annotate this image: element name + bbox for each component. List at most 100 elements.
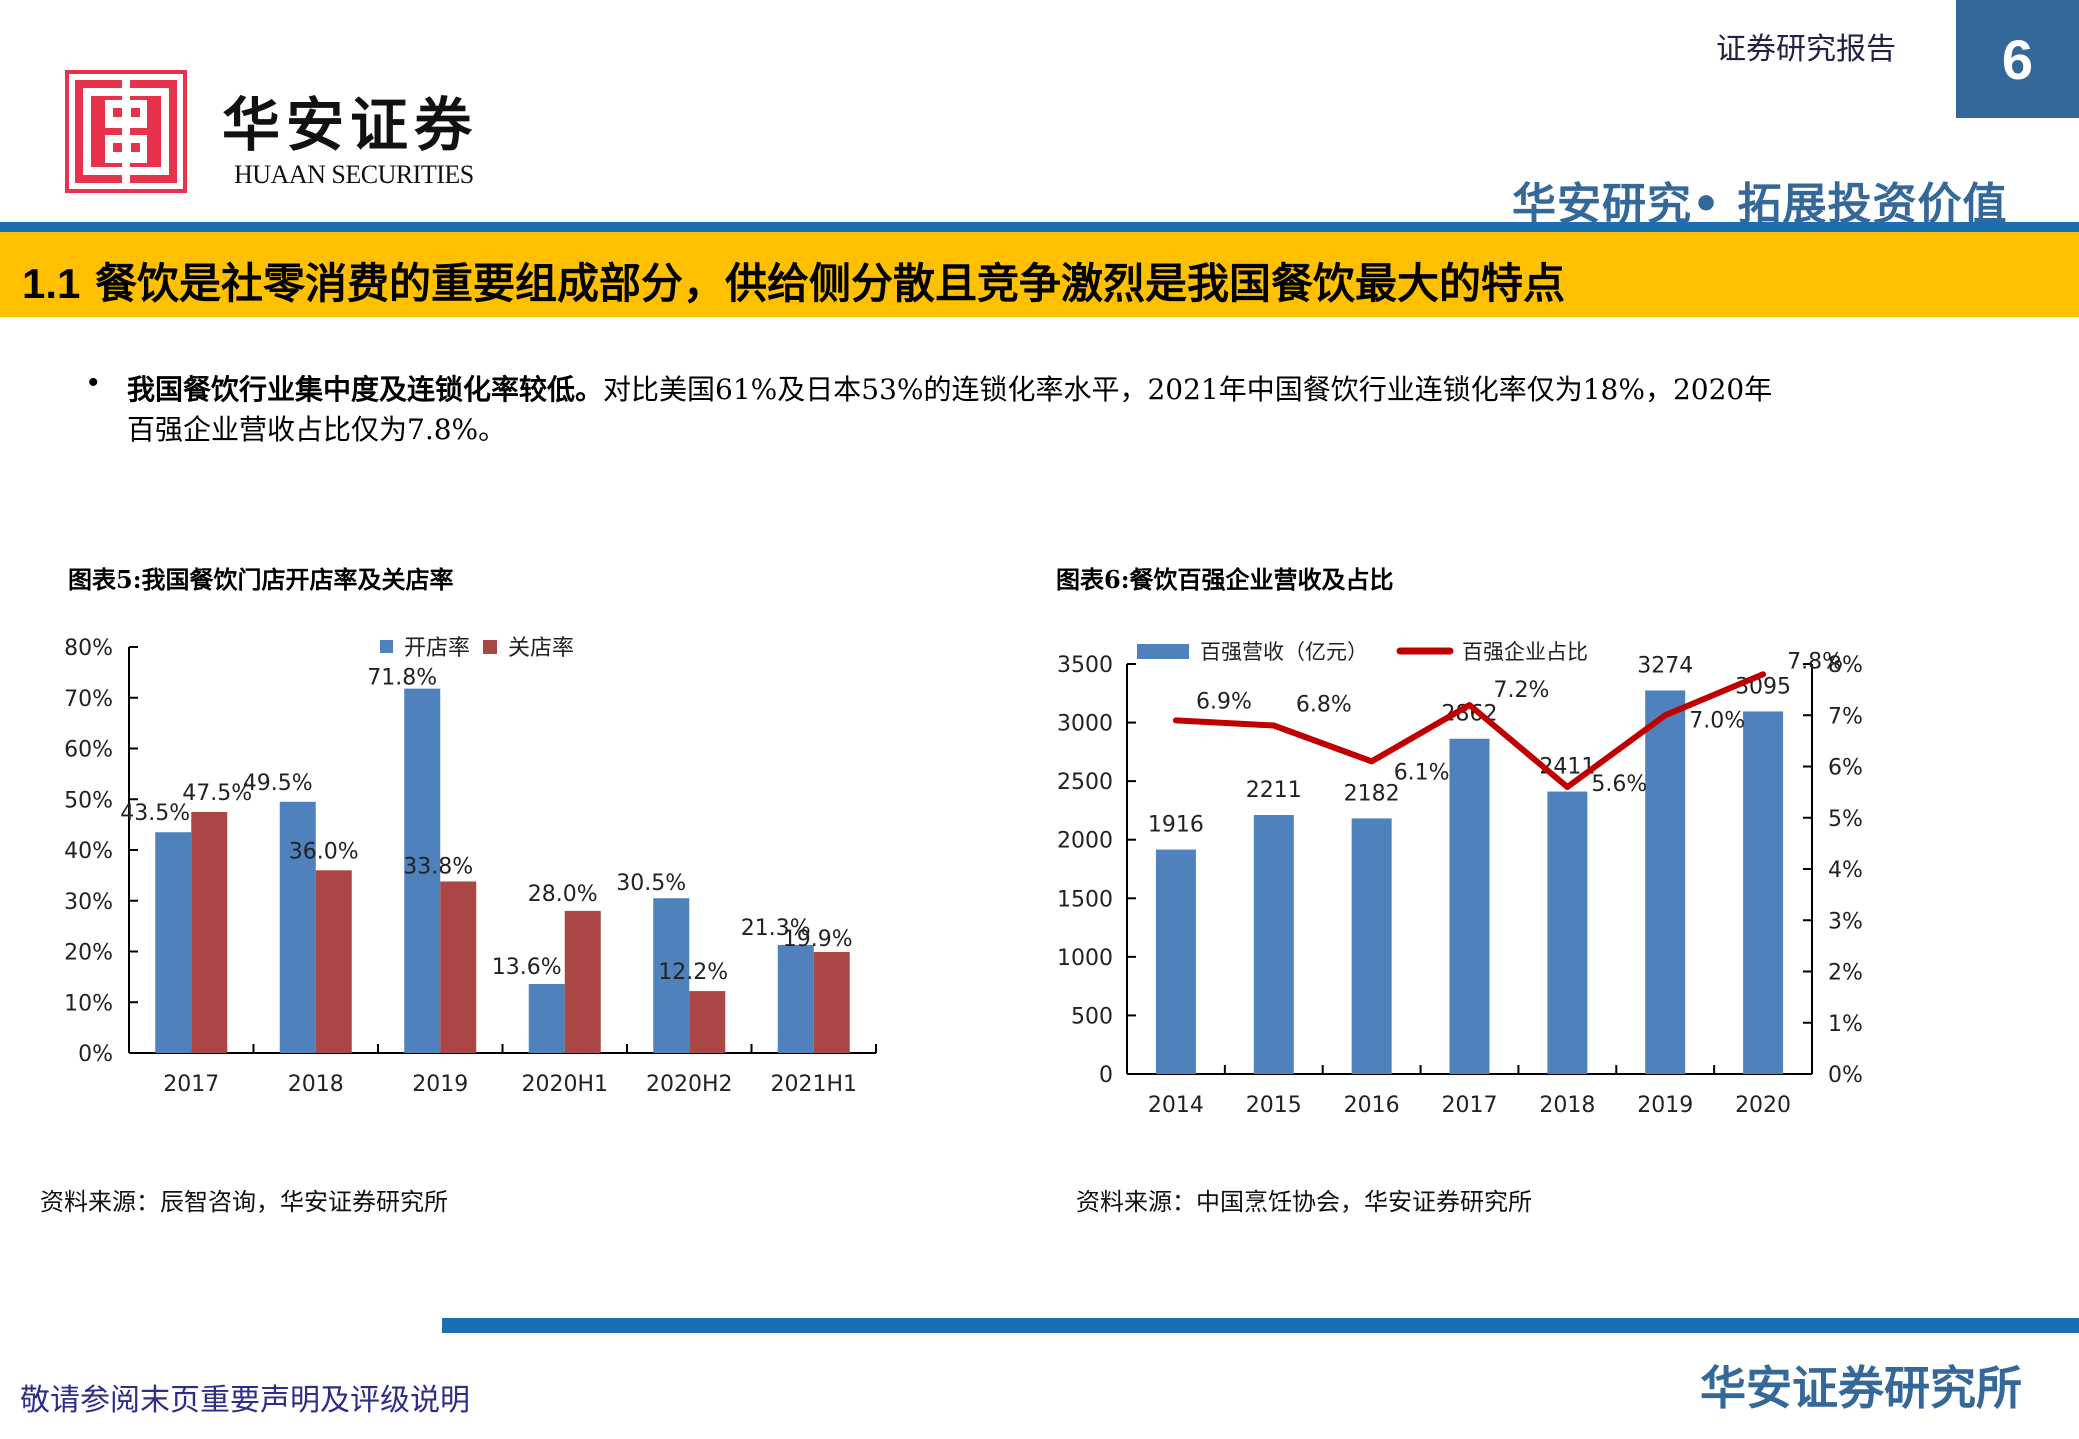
- line-value-label: 5.6%: [1591, 772, 1647, 797]
- x-tick-label: 2018: [288, 1072, 344, 1097]
- x-tick-label: 2021H1: [770, 1072, 857, 1097]
- bar-revenue: [1253, 814, 1294, 1074]
- bar-close-rate: [564, 910, 601, 1053]
- y-tick-label: 0%: [78, 1042, 113, 1067]
- left-y-tick-label: 2500: [1057, 770, 1113, 795]
- section-title-text: 餐饮是社零消费的重要组成部分，供给侧分散且竞争激烈是我国餐饮最大的特点: [95, 259, 1566, 308]
- x-tick-label: 2019: [1637, 1093, 1693, 1118]
- bar-close-rate: [191, 811, 228, 1053]
- x-tick-label: 2020: [1735, 1093, 1791, 1118]
- data-label: 49.5%: [243, 771, 313, 796]
- x-tick-label: 2015: [1246, 1093, 1302, 1118]
- left-y-tick-label: 1000: [1057, 946, 1113, 971]
- data-label: 19.9%: [783, 927, 853, 952]
- paragraph-lead: 我国餐饮行业集中度及连锁化率较低。: [127, 373, 604, 406]
- bar-close-rate: [689, 991, 726, 1053]
- bar-open-rate: [653, 898, 690, 1053]
- section-title: 1.1 餐饮是社零消费的重要组成部分，供给侧分散且竞争激烈是我国餐饮最大的特点: [22, 250, 1565, 311]
- left-y-tick-label: 3500: [1057, 653, 1113, 678]
- legend-label-share: 百强企业占比: [1462, 640, 1588, 664]
- section-number: 1.1: [22, 260, 81, 307]
- right-y-tick-label: 3%: [1828, 909, 1863, 934]
- data-label: 71.8%: [367, 666, 437, 691]
- data-label: 21.3%: [741, 916, 811, 941]
- footer-divider: [442, 1318, 2079, 1333]
- y-tick-label: 70%: [64, 687, 113, 712]
- logo-english-name: HUAAN SECURITIES: [234, 160, 474, 189]
- bar-value-label: 1916: [1148, 813, 1204, 838]
- x-tick-label: 2017: [1442, 1093, 1498, 1118]
- bar-revenue: [1351, 818, 1392, 1074]
- data-label: 12.2%: [658, 960, 728, 985]
- line-value-label: 7.8%: [1787, 649, 1843, 674]
- legend-swatch-open: [380, 640, 393, 653]
- legend-swatch-revenue: [1137, 644, 1189, 659]
- bar-value-label: 3095: [1735, 674, 1791, 699]
- figure-5-source: 资料来源：辰智咨询，华安证券研究所: [40, 1188, 448, 1216]
- share-line: [1172, 671, 1767, 790]
- paragraph-text: 对比美国61%及日本53%的连锁化率水平，2021年中国餐饮行业连锁化率仅为18…: [603, 373, 1773, 406]
- line-value-label: 6.9%: [1196, 689, 1252, 714]
- logo-chinese-name: 华安证券: [222, 91, 479, 159]
- left-y-tick-label: 3000: [1057, 712, 1113, 737]
- x-tick-label: 2014: [1148, 1093, 1204, 1118]
- legend-label-open: 开店率: [404, 636, 470, 661]
- footer-brand: 华安证券研究所: [1700, 1361, 2022, 1415]
- y-tick-label: 10%: [64, 991, 113, 1016]
- legend-label-revenue: 百强营收（亿元）: [1200, 640, 1368, 664]
- bar-value-label: 2182: [1344, 781, 1400, 806]
- y-tick-label: 80%: [64, 636, 113, 661]
- bar-value-label: 2211: [1246, 778, 1302, 803]
- bar-revenue: [1155, 849, 1196, 1074]
- line-value-label: 6.1%: [1394, 760, 1450, 785]
- figure-5-title: 图表5:我国餐饮门店开店率及关店率: [68, 565, 454, 594]
- data-label: 47.5%: [182, 781, 252, 806]
- bar-close-rate: [315, 870, 352, 1053]
- data-label: 36.0%: [289, 839, 359, 864]
- page-number: 6: [1956, 0, 2079, 118]
- huaan-logo-mark: [65, 70, 187, 193]
- x-tick-label: 2016: [1344, 1093, 1400, 1118]
- bar-revenue: [1645, 690, 1686, 1074]
- right-y-tick-label: 0%: [1828, 1063, 1863, 1088]
- right-y-tick-label: 1%: [1828, 1012, 1863, 1037]
- data-label: 30.5%: [616, 871, 686, 896]
- line-value-label: 7.0%: [1689, 708, 1745, 733]
- right-y-tick-label: 4%: [1828, 858, 1863, 883]
- data-label: 28.0%: [528, 882, 598, 907]
- slogan: 华安研究• 拓展投资价值: [1512, 179, 2008, 230]
- bar-revenue: [1449, 738, 1490, 1074]
- bar-value-label: 3274: [1637, 653, 1693, 678]
- right-y-tick-label: 5%: [1828, 807, 1863, 832]
- bullet-marker: •: [88, 366, 99, 399]
- section-banner: [0, 232, 2079, 317]
- right-y-tick-label: 2%: [1828, 961, 1863, 986]
- y-tick-label: 60%: [64, 738, 113, 763]
- y-tick-label: 40%: [64, 839, 113, 864]
- paragraph-line-2: 百强企业营收占比仅为7.8%。: [127, 413, 507, 446]
- report-type-label: 证券研究报告: [1716, 32, 1896, 67]
- x-tick-label: 2018: [1539, 1093, 1595, 1118]
- bar-close-rate: [440, 881, 477, 1053]
- right-y-tick-label: 8%: [1828, 653, 1863, 678]
- bar-close-rate: [813, 952, 850, 1053]
- data-label: 13.6%: [492, 955, 562, 980]
- bar-revenue: [1743, 711, 1784, 1074]
- x-tick-label: 2020H1: [521, 1072, 608, 1097]
- paragraph-line-1: 我国餐饮行业集中度及连锁化率较低。对比美国61%及日本53%的连锁化率水平，20…: [127, 368, 1772, 408]
- left-y-tick-label: 0: [1099, 1063, 1113, 1088]
- figure-5-chart: 0% 10% 20% 30% 40% 50% 60% 70% 80% 43.5%47.5% 2017…: [64, 636, 877, 1097]
- header-divider-blue: [0, 222, 2079, 232]
- bar-open-rate: [528, 983, 565, 1053]
- disclaimer-link: 敬请参阅末页重要声明及评级说明: [20, 1383, 470, 1418]
- y-tick-label: 30%: [64, 890, 113, 915]
- x-tick-label: 2019: [412, 1072, 468, 1097]
- data-label: 43.5%: [120, 801, 190, 826]
- bar-open-rate: [777, 944, 814, 1053]
- figure-6-source: 资料来源：中国烹饪协会，华安证券研究所: [1076, 1188, 1532, 1216]
- legend-swatch-close: [483, 640, 497, 654]
- bar-open-rate: [155, 832, 192, 1053]
- right-y-tick-label: 7%: [1828, 704, 1863, 729]
- line-value-label: 6.8%: [1296, 693, 1352, 718]
